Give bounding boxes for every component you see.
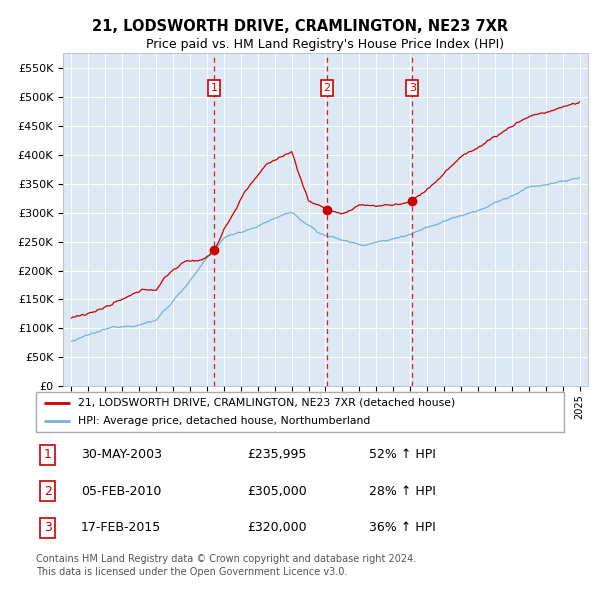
Text: 3: 3	[44, 521, 52, 534]
Text: 3: 3	[409, 83, 416, 93]
Text: 28% ↑ HPI: 28% ↑ HPI	[368, 484, 436, 498]
Text: 2: 2	[323, 83, 331, 93]
Text: 1: 1	[211, 83, 217, 93]
Text: £235,995: £235,995	[247, 448, 307, 461]
Text: 21, LODSWORTH DRIVE, CRAMLINGTON, NE23 7XR: 21, LODSWORTH DRIVE, CRAMLINGTON, NE23 7…	[92, 19, 508, 34]
Text: 05-FEB-2010: 05-FEB-2010	[81, 484, 161, 498]
Text: HPI: Average price, detached house, Northumberland: HPI: Average price, detached house, Nort…	[78, 416, 371, 426]
Text: £320,000: £320,000	[247, 521, 307, 534]
Text: 2: 2	[44, 484, 52, 498]
Text: This data is licensed under the Open Government Licence v3.0.: This data is licensed under the Open Gov…	[36, 568, 347, 577]
FancyBboxPatch shape	[36, 392, 564, 432]
Text: Contains HM Land Registry data © Crown copyright and database right 2024.: Contains HM Land Registry data © Crown c…	[36, 555, 416, 564]
Text: 21, LODSWORTH DRIVE, CRAMLINGTON, NE23 7XR (detached house): 21, LODSWORTH DRIVE, CRAMLINGTON, NE23 7…	[78, 398, 455, 408]
Text: 52% ↑ HPI: 52% ↑ HPI	[368, 448, 436, 461]
Text: £305,000: £305,000	[247, 484, 307, 498]
Text: 1: 1	[44, 448, 52, 461]
Text: 36% ↑ HPI: 36% ↑ HPI	[368, 521, 436, 534]
Title: Price paid vs. HM Land Registry's House Price Index (HPI): Price paid vs. HM Land Registry's House …	[146, 38, 505, 51]
Text: 17-FEB-2015: 17-FEB-2015	[81, 521, 161, 534]
Text: 30-MAY-2003: 30-MAY-2003	[81, 448, 162, 461]
